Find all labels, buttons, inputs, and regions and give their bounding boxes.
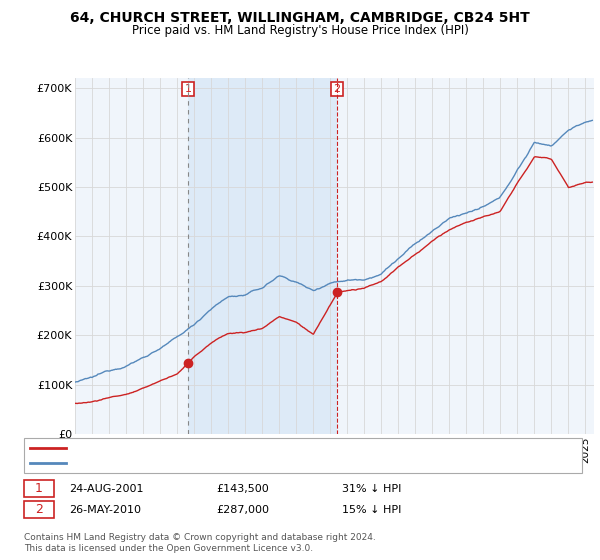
- Text: 24-AUG-2001: 24-AUG-2001: [69, 484, 143, 494]
- Text: Price paid vs. HM Land Registry's House Price Index (HPI): Price paid vs. HM Land Registry's House …: [131, 24, 469, 37]
- Text: 64, CHURCH STREET, WILLINGHAM, CAMBRIDGE, CB24 5HT: 64, CHURCH STREET, WILLINGHAM, CAMBRIDGE…: [70, 11, 530, 25]
- Text: 2: 2: [35, 503, 43, 516]
- Text: 26-MAY-2010: 26-MAY-2010: [69, 505, 141, 515]
- Text: 2: 2: [334, 84, 341, 94]
- Text: Contains HM Land Registry data © Crown copyright and database right 2024.
This d: Contains HM Land Registry data © Crown c…: [24, 533, 376, 553]
- Text: £287,000: £287,000: [216, 505, 269, 515]
- Text: 64, CHURCH STREET, WILLINGHAM, CAMBRIDGE, CB24 5HT (detached house): 64, CHURCH STREET, WILLINGHAM, CAMBRIDGE…: [72, 443, 476, 453]
- Text: 1: 1: [35, 482, 43, 496]
- Text: 1: 1: [185, 84, 191, 94]
- Text: 31% ↓ HPI: 31% ↓ HPI: [342, 484, 401, 494]
- Text: £143,500: £143,500: [216, 484, 269, 494]
- Text: 15% ↓ HPI: 15% ↓ HPI: [342, 505, 401, 515]
- Text: HPI: Average price, detached house, South Cambridgeshire: HPI: Average price, detached house, Sout…: [72, 459, 382, 469]
- Bar: [188, 78, 337, 434]
